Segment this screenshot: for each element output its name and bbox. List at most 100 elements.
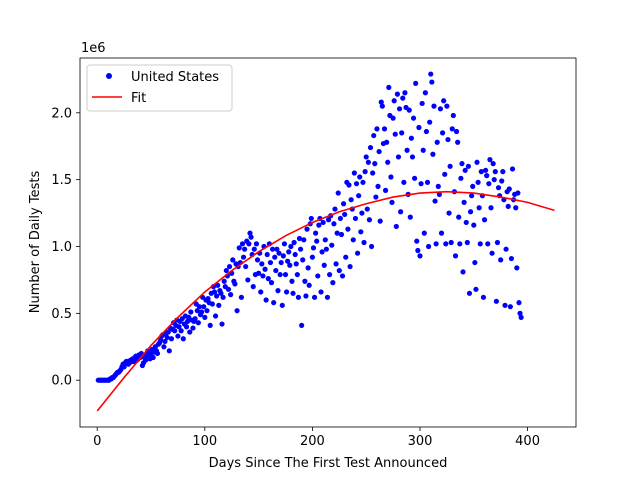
data-point <box>375 183 381 189</box>
data-point <box>492 169 498 175</box>
data-point <box>192 316 198 322</box>
data-point <box>313 230 319 236</box>
data-point <box>424 179 431 185</box>
data-point <box>463 219 469 226</box>
data-point <box>300 257 306 263</box>
data-point <box>314 238 320 244</box>
data-point <box>396 106 403 112</box>
data-point <box>486 181 492 187</box>
data-point <box>311 294 318 300</box>
data-point <box>379 103 385 109</box>
data-point <box>236 245 242 251</box>
data-point <box>219 321 225 327</box>
data-point <box>310 245 317 251</box>
data-point <box>446 210 452 216</box>
data-point <box>358 229 364 235</box>
data-point <box>478 169 484 175</box>
data-point <box>437 106 444 112</box>
data-point <box>260 273 266 279</box>
data-point <box>243 263 249 270</box>
data-point <box>348 197 354 203</box>
data-point <box>489 250 495 256</box>
data-point <box>505 203 511 209</box>
data-point <box>161 344 167 350</box>
data-point <box>285 258 291 264</box>
data-point <box>289 278 295 284</box>
data-point <box>350 237 356 243</box>
data-point <box>315 273 321 279</box>
data-point <box>342 211 348 218</box>
y-tick-label: 1.0 <box>51 240 72 255</box>
data-point <box>207 322 213 328</box>
data-point <box>267 259 274 266</box>
y-tick-label: 0.0 <box>51 374 72 389</box>
data-point <box>338 231 345 238</box>
data-point <box>498 257 504 263</box>
data-point <box>194 308 200 314</box>
y-tick-label: 1.5 <box>51 173 72 188</box>
data-point <box>305 265 311 271</box>
data-point <box>494 239 501 246</box>
data-point <box>283 289 290 295</box>
data-point <box>275 288 281 294</box>
data-point <box>460 269 466 275</box>
data-point <box>282 271 289 278</box>
data-point <box>453 128 460 135</box>
data-point <box>464 239 470 246</box>
data-point <box>278 259 284 266</box>
data-point <box>253 241 260 247</box>
data-point <box>221 278 227 284</box>
data-point <box>395 154 402 160</box>
data-point <box>220 294 226 300</box>
data-point <box>273 267 279 274</box>
data-point <box>388 174 394 180</box>
data-point <box>364 206 370 212</box>
data-point <box>480 294 487 300</box>
data-point <box>363 154 369 160</box>
data-point <box>508 255 515 262</box>
data-point <box>245 277 251 283</box>
data-point <box>321 262 327 268</box>
data-point <box>319 249 325 255</box>
data-point <box>290 290 296 296</box>
data-point <box>402 90 408 96</box>
data-point <box>232 281 238 287</box>
data-point <box>347 263 353 270</box>
data-point <box>360 179 366 185</box>
data-point <box>279 302 285 308</box>
data-point <box>299 322 305 328</box>
data-point <box>457 241 463 247</box>
data-point <box>242 246 248 252</box>
data-point <box>287 262 293 268</box>
data-point <box>391 98 397 104</box>
data-point <box>336 267 342 274</box>
data-point <box>376 148 382 155</box>
data-point <box>413 80 419 86</box>
data-point <box>410 115 417 121</box>
data-point <box>216 302 222 308</box>
y-axis-ticks: 0.0 0.5 1.0 1.5 2.0 <box>51 106 80 389</box>
data-point <box>382 187 389 193</box>
data-point <box>215 282 221 288</box>
data-point <box>240 254 247 260</box>
data-point <box>204 308 210 314</box>
data-point <box>450 112 456 119</box>
data-point <box>330 280 336 286</box>
data-point <box>421 230 427 236</box>
data-point <box>225 286 232 292</box>
data-point <box>272 254 278 260</box>
data-point <box>230 257 236 263</box>
data-point <box>143 357 149 363</box>
data-point <box>286 249 292 255</box>
data-point <box>447 163 453 169</box>
data-point <box>514 265 520 271</box>
data-point <box>293 261 299 267</box>
data-point <box>467 209 474 215</box>
data-point <box>277 271 283 278</box>
data-point <box>390 115 396 121</box>
data-point <box>351 170 357 176</box>
data-point <box>302 278 308 284</box>
data-point <box>500 169 506 175</box>
data-point <box>353 181 360 187</box>
data-point <box>309 254 315 260</box>
